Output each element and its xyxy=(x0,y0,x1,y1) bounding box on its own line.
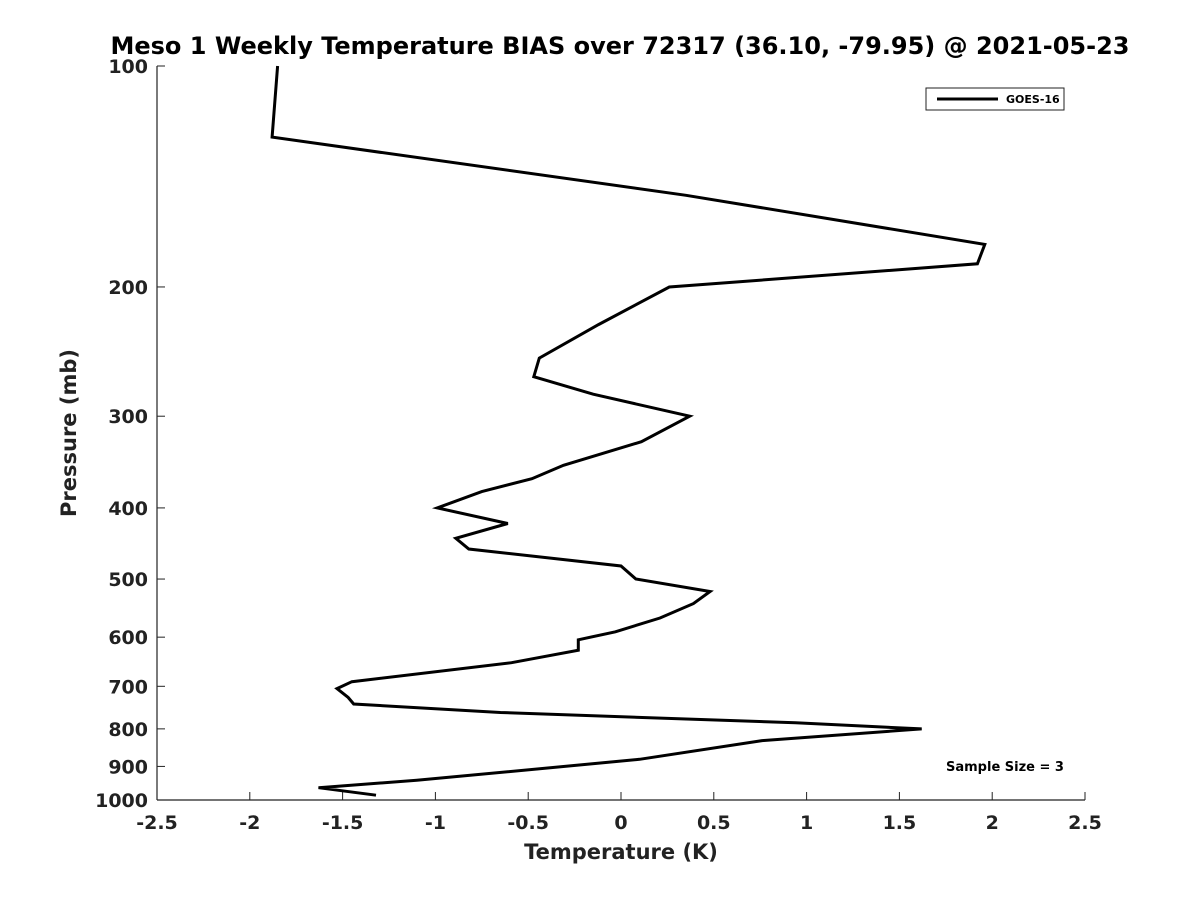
y-tick-label: 500 xyxy=(108,569,148,591)
x-tick-label: 0.5 xyxy=(697,812,731,834)
y-tick-label: 1000 xyxy=(95,790,148,812)
y-tick-label: 300 xyxy=(108,406,148,428)
x-tick-label: 0 xyxy=(614,812,627,834)
series-line-goes-16 xyxy=(270,65,987,797)
x-tick-label: 1 xyxy=(800,812,813,834)
series-layer xyxy=(270,65,987,797)
y-tick-label: 100 xyxy=(108,56,148,78)
x-tick-label: 1.5 xyxy=(883,812,917,834)
y-tick-label: 400 xyxy=(108,498,148,520)
y-tick-label: 600 xyxy=(108,627,148,649)
sample-size-annotation: Sample Size = 3 xyxy=(946,760,1064,775)
x-tick-label: 2 xyxy=(986,812,999,834)
x-tick-label: -2.5 xyxy=(136,812,178,834)
y-tick-label: 900 xyxy=(108,756,148,778)
x-tick-label: -1 xyxy=(425,812,446,834)
legend: GOES-16 xyxy=(925,87,1065,111)
x-tick-label: -1.5 xyxy=(322,812,364,834)
y-tick-label: 200 xyxy=(108,277,148,299)
x-axis-label: Temperature (K) xyxy=(524,840,718,864)
y-axis-label: Pressure (mb) xyxy=(57,349,81,517)
x-tick-label: -2 xyxy=(239,812,260,834)
chart-title: Meso 1 Weekly Temperature BIAS over 7231… xyxy=(110,32,1129,60)
y-ticks: 100 200 300 400 500 600 700 800 900 1000 xyxy=(95,56,165,812)
x-tick-label: -0.5 xyxy=(507,812,549,834)
legend-entry-goes-16: GOES-16 xyxy=(1006,93,1060,106)
x-ticks: -2.5 -2 -1.5 -1 -0.5 0 0.5 1 1.5 2 2.5 xyxy=(136,792,1102,834)
y-tick-label: 700 xyxy=(108,676,148,698)
x-tick-label: 2.5 xyxy=(1068,812,1102,834)
y-tick-label: 800 xyxy=(108,719,148,741)
